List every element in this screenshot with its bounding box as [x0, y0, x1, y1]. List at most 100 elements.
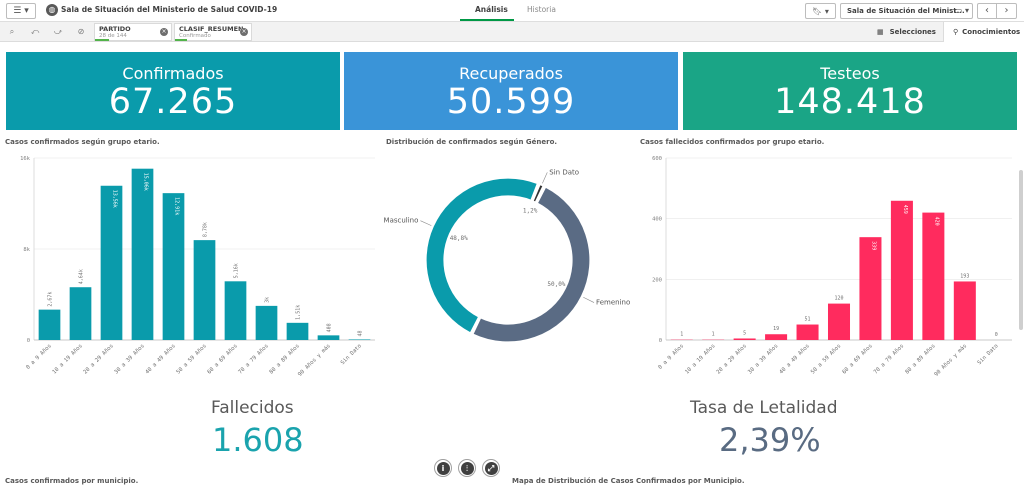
bar [890, 200, 913, 340]
bar [286, 322, 309, 340]
scrollbar[interactable] [1019, 170, 1023, 330]
x-tick-label: 10 a 19 Años [684, 343, 716, 375]
selection-chip-partido[interactable]: PARTIDO 28 de 144 × [94, 23, 172, 41]
bar-value-label: 12,91k [174, 197, 180, 215]
selections-grid-icon: ▦ [877, 28, 884, 36]
bar-value-label: 19 [773, 326, 779, 332]
info-button[interactable]: i [434, 459, 452, 477]
conocimientos-label: Conocimientos [962, 28, 1021, 36]
x-tick-label: 0 a 9 Años [657, 343, 685, 371]
conocimientos-button[interactable]: ⚲ Conocimientos [943, 22, 1024, 42]
bar-value-label: 5,16k [234, 263, 240, 278]
donut-slice [425, 177, 538, 334]
bar [255, 305, 278, 340]
hamburger-menu-button[interactable]: ☰ ▾ [6, 3, 36, 19]
age-confirmed-bar-chart[interactable]: 0 8k 16k 2,67k 0 a 9 Años 4,64k 10 a 19 Años 13… [0, 148, 380, 378]
x-tick-label: 60 a 69 Años [842, 343, 874, 375]
kpi-label: Confirmados [122, 64, 224, 83]
donut-slice [532, 183, 544, 203]
chip-title: CLASIF_RESUMEN [179, 25, 244, 33]
chip-subtitle: 28 de 144 [99, 33, 127, 39]
selection-progress-bar [95, 39, 109, 41]
bar-value-label: 1 [712, 332, 715, 338]
bar [859, 237, 882, 340]
sliders-icon: ⫶ [460, 461, 474, 475]
kpi-recuperados[interactable]: Recuperados 50.599 [344, 52, 678, 130]
bar [224, 281, 247, 340]
y-tick-label: 8k [23, 247, 30, 253]
selection-bar: ⌕ ⤺ ⤻ ⊘ PARTIDO 28 de 144 × CLASIF_RESUM… [0, 22, 1024, 42]
x-tick-label: 10 a 19 Años [52, 343, 84, 375]
x-tick-label: 50 a 59 Años [176, 343, 208, 375]
info-icon: i [436, 461, 450, 475]
next-sheet-button[interactable]: › [997, 3, 1017, 19]
bar [348, 339, 371, 340]
x-tick-label: 30 a 39 Años [747, 343, 779, 375]
expand-button[interactable]: ⤢ [482, 459, 500, 477]
x-tick-label: Sin Dato [340, 343, 363, 366]
step-forward-icon[interactable]: ⤻ [53, 27, 63, 36]
insights-icon: ⚲ [953, 28, 959, 36]
bar [193, 240, 216, 340]
x-tick-label: 0 a 9 Años [25, 343, 53, 371]
previous-sheet-button[interactable]: ‹ [977, 3, 997, 19]
tab-analisis[interactable]: Análisis [475, 5, 508, 14]
close-icon[interactable]: × [160, 28, 168, 36]
clear-selections-icon[interactable]: ⊘ [77, 27, 85, 36]
selecciones-button[interactable]: ▦ Selecciones [872, 22, 942, 42]
bar-value-label: 3k [265, 297, 271, 303]
step-back-icon[interactable]: ⤺ [30, 27, 40, 36]
selection-progress-bar [175, 39, 187, 41]
bar [827, 303, 851, 340]
bar-value-label: 1 [680, 332, 683, 338]
leader-line [583, 296, 595, 303]
chevron-right-icon: › [1004, 5, 1009, 16]
leader-line [420, 220, 432, 226]
age-confirmed-chart-title: Casos confirmados según grupo etario. [5, 138, 160, 146]
x-tick-label: Sin Dato [977, 343, 1000, 366]
bar-value-label: 4,64k [79, 269, 85, 284]
expand-icon: ⤢ [484, 461, 498, 475]
x-tick-label: 30 a 39 Años [114, 343, 146, 375]
smart-search-icon[interactable]: ⌕ [9, 27, 15, 36]
filters-button[interactable]: ⫶ [458, 459, 476, 477]
bookmark-button[interactable]: 🔖︎ ▾ [805, 3, 836, 19]
mapa-chart-title: Mapa de Distribución de Casos Confirmado… [512, 477, 745, 485]
bar [38, 309, 61, 340]
fallecidos-value: 1.608 [212, 421, 304, 459]
gender-chart-title: Distribución de confirmados según Género… [386, 138, 558, 146]
selecciones-label: Selecciones [889, 28, 936, 36]
bar-value-label: 13,56k [112, 190, 118, 208]
kpi-testeos[interactable]: Testeos 148.418 [683, 52, 1017, 130]
sheet-selector[interactable]: Sala de Situación del Minist... ▭ ▾ [840, 3, 973, 19]
bar-value-label: 15,06k [143, 173, 149, 191]
y-tick-label: 600 [652, 156, 662, 162]
bar-value-label: 193 [960, 273, 969, 279]
donut-slice [472, 186, 591, 343]
active-tab-indicator [460, 19, 514, 21]
close-icon[interactable]: × [240, 28, 248, 36]
x-tick-label: 70 a 79 Años [873, 343, 905, 375]
chip-subtitle: Confirmado [179, 33, 211, 39]
kpi-label: Testeos [820, 64, 880, 83]
slice-value-label: 48,8% [450, 235, 468, 242]
bar-value-label: 339 [870, 241, 876, 250]
bar-value-label: 2,67k [48, 292, 54, 307]
x-tick-label: 40 a 49 Años [779, 343, 811, 375]
slice-category-label: Femenino [596, 299, 630, 307]
letalidad-label: Tasa de Letalidad [690, 398, 838, 418]
kpi-confirmados[interactable]: Confirmados 67.265 [6, 52, 340, 130]
leader-line [542, 172, 548, 184]
selection-chip-clasif[interactable]: CLASIF_RESUMEN Confirmado × [174, 23, 252, 41]
x-tick-label: 90 Años y más [297, 342, 332, 377]
sheet-title: Sala de Situación del Minist... [847, 7, 965, 15]
tab-historia[interactable]: Historia [527, 5, 556, 14]
gender-donut-chart[interactable]: 1,2% 50,0% 48,8% Sin Dato Femenino Masculino [380, 160, 640, 370]
bar [100, 185, 123, 340]
bar-value-label: 48 [358, 330, 364, 336]
x-tick-label: 20 a 29 Años [83, 343, 115, 375]
globe-icon: ◍ [46, 4, 58, 16]
y-tick-label: 200 [652, 277, 662, 283]
bar-value-label: 5 [743, 330, 746, 336]
